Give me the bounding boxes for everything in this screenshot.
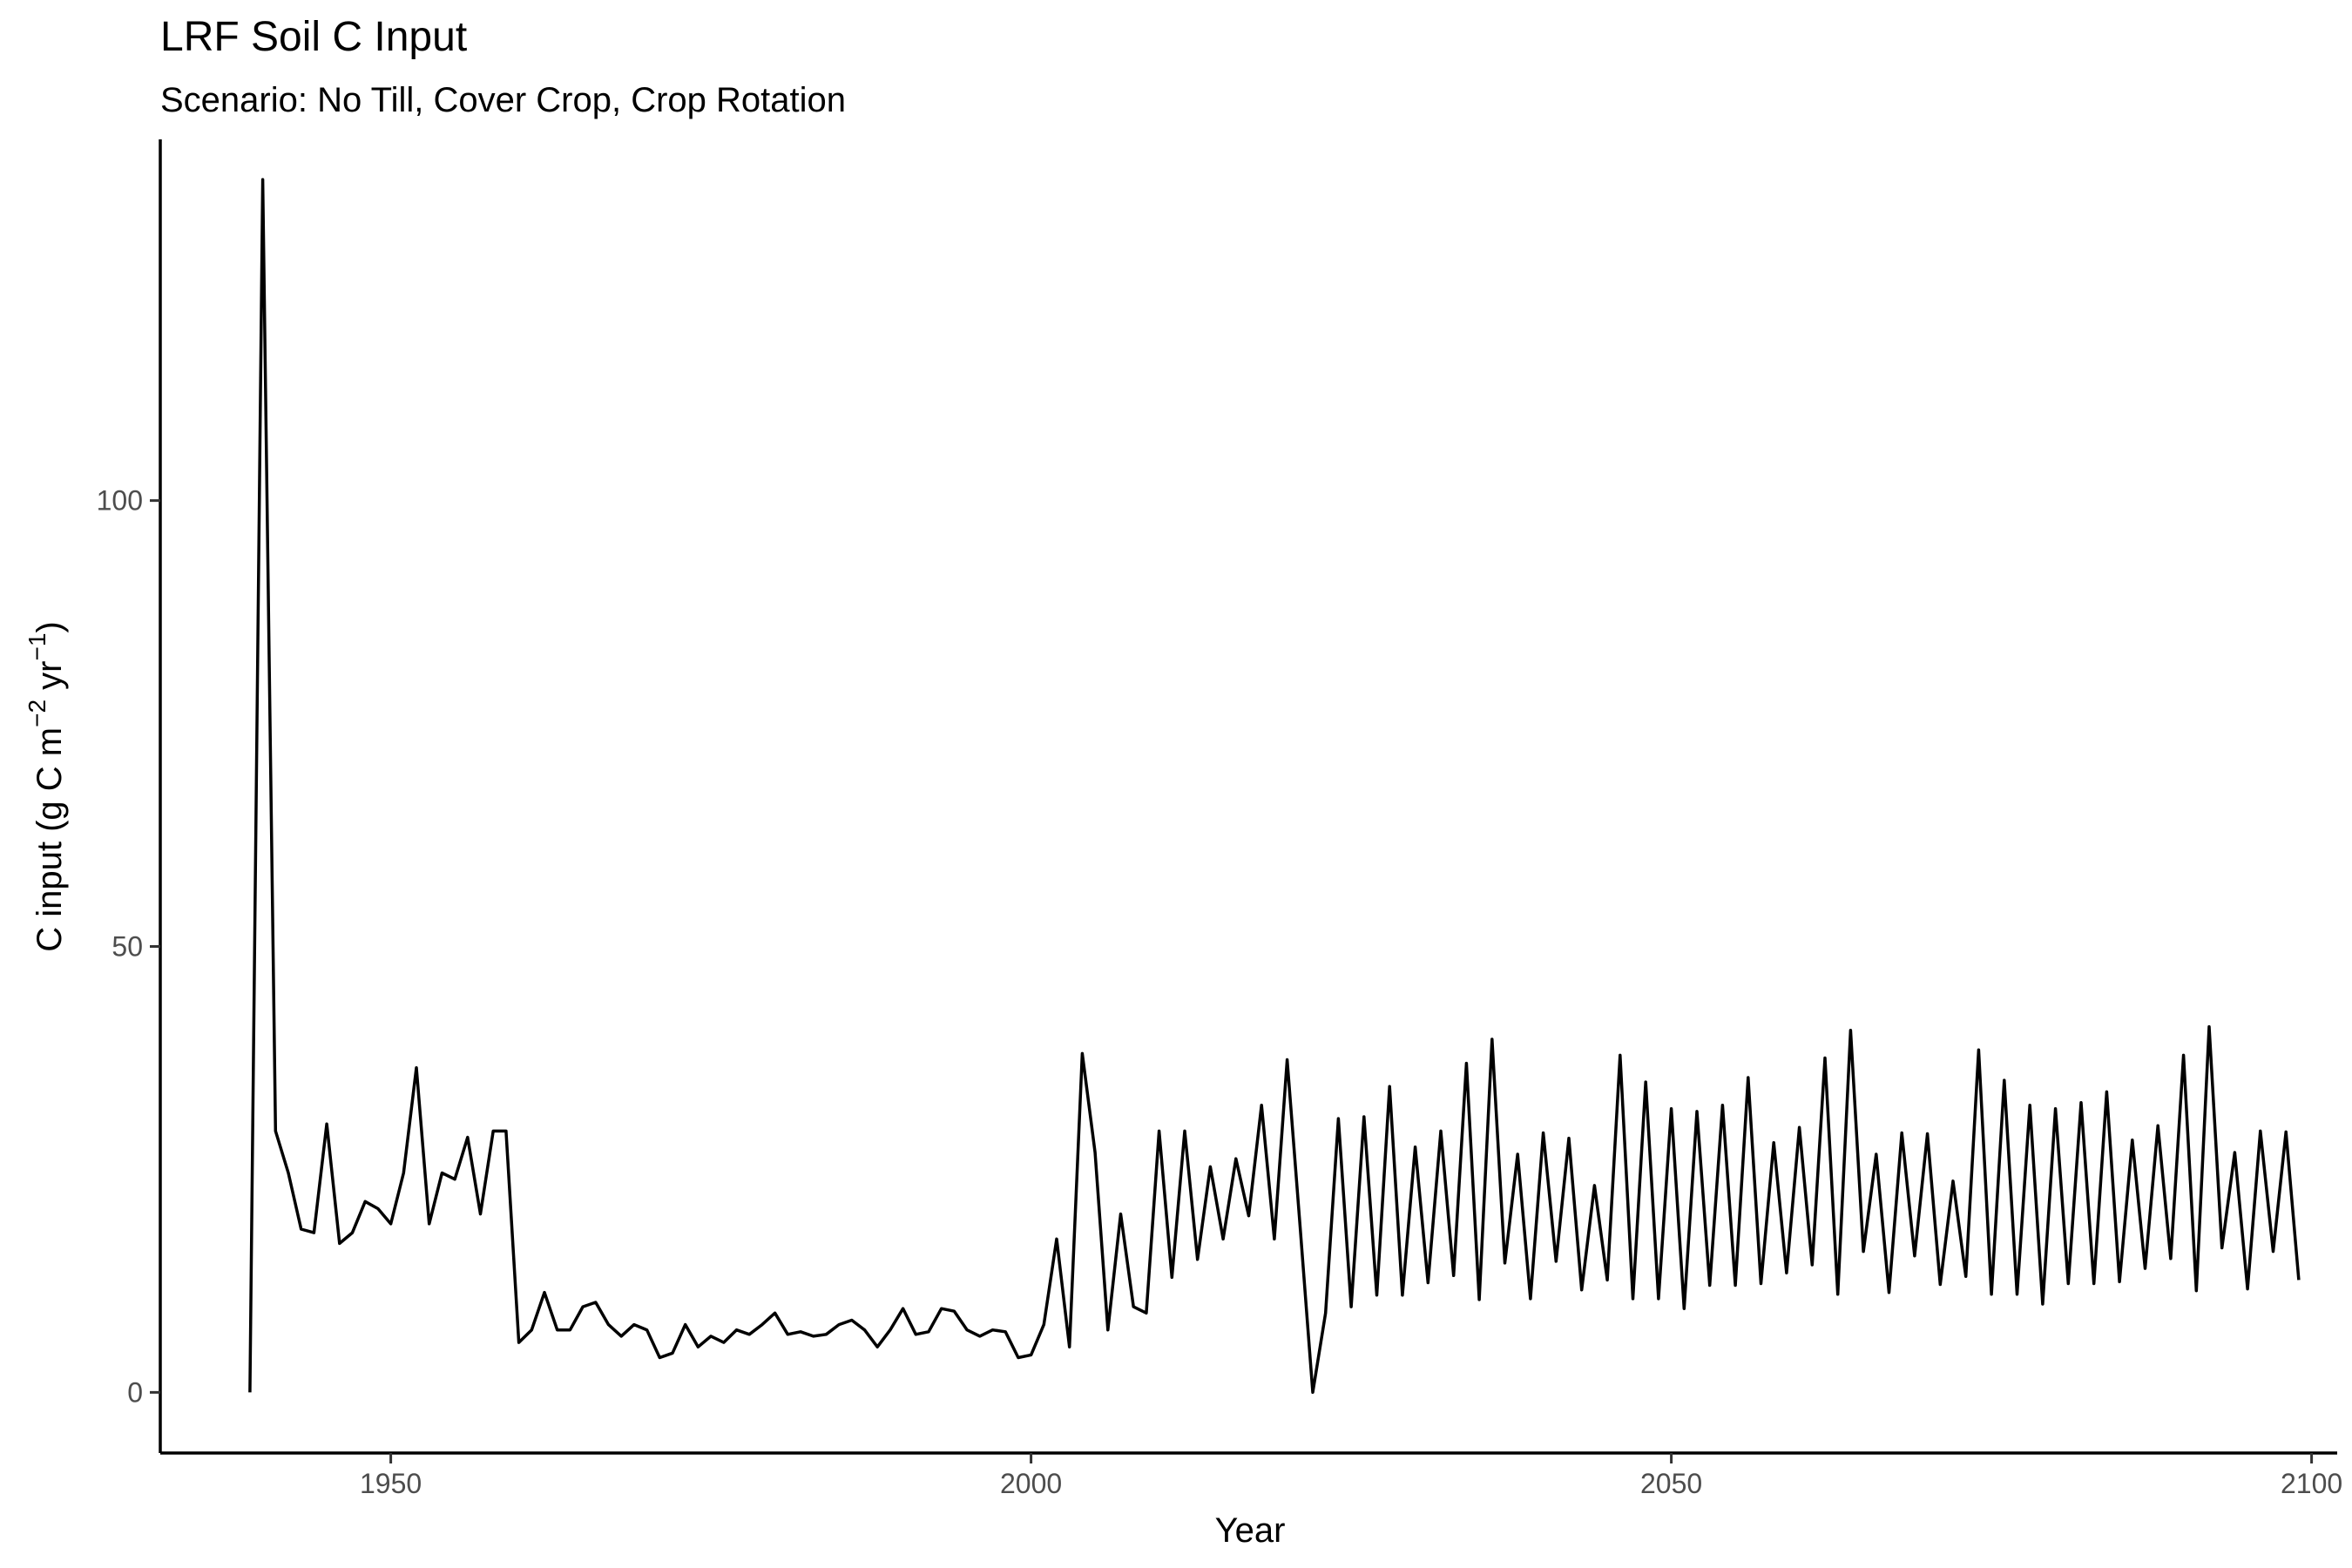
x-tick-label: 1950: [360, 1468, 422, 1499]
x-axis-label: Year: [1215, 1511, 1286, 1550]
y-axis-label-end: ): [30, 621, 69, 632]
axes: [159, 139, 2337, 1455]
y-tick-label: 50: [112, 931, 143, 963]
y-axis-label-base: C input (g C m: [30, 727, 69, 952]
x-tick-label: 2100: [2281, 1468, 2342, 1499]
series-line: [248, 178, 2301, 1395]
x-tick-label: 2050: [1640, 1468, 1702, 1499]
y-axis-label-sup1: −2: [24, 700, 51, 727]
y-axis-label-mid: yr: [30, 661, 69, 700]
chart-subtitle: Scenario: No Till, Cover Crop, Crop Rota…: [160, 81, 846, 119]
chart-title: LRF Soil C Input: [160, 14, 467, 60]
y-axis-label-sup2: −1: [24, 633, 51, 661]
x-tick-label: 2000: [1000, 1468, 1062, 1499]
y-tick-label: 0: [127, 1376, 143, 1408]
y-axis-label: C input (g C m−2 yr−1): [24, 621, 69, 952]
y-axis-ticks: 0 50 100: [97, 485, 160, 1408]
x-axis-ticks: 1950 2000 2050 2100: [360, 1453, 2342, 1499]
y-tick-label: 100: [97, 485, 143, 517]
